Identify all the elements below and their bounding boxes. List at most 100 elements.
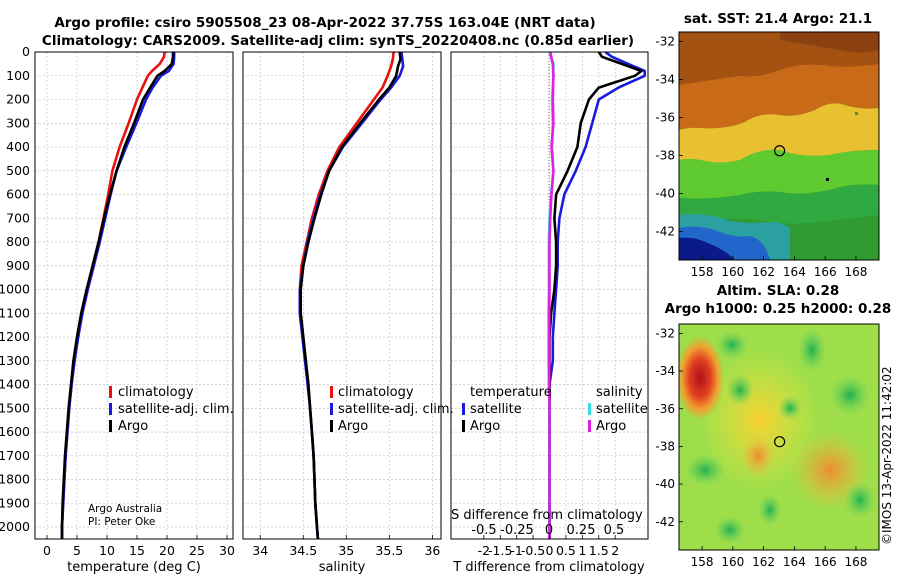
depth-tick-label-6: 600 (6, 187, 30, 202)
sla-map-title: Altim. SLA: 0.28 (717, 283, 839, 299)
sst-lon-label-2: 162 (752, 265, 775, 279)
depth-tick-label-5: 500 (6, 163, 30, 178)
depth-tick-label-7: 700 (6, 210, 30, 225)
temperature-legend: climatology satellite-adj. clim. Argo (109, 385, 234, 434)
temp-series-satellite-adj-clim- (60, 52, 176, 539)
depth-tick-label-15: 1500 (0, 400, 30, 415)
legend-header-temperature: temperature (470, 385, 552, 400)
depth-tick-label-17: 1700 (0, 448, 30, 463)
credit-line-1: Argo Australia (88, 503, 162, 515)
title-line-2: Climatology: CARS2009. Satellite-adj cli… (42, 33, 634, 49)
sla-lon-label-1: 160 (721, 555, 744, 569)
depth-tick-label-12: 1200 (0, 329, 30, 344)
diff-series-temperature-satellite (548, 52, 647, 539)
legend-label-climatology-2: climatology (338, 385, 414, 400)
temperature-panel: 0100200300400500600700800900100011001200… (0, 44, 235, 575)
sla-map-subtitle: Argo h1000: 0.25 h2000: 0.28 (665, 301, 892, 317)
depth-tick-label-0: 0 (22, 44, 30, 59)
temp-xtick-label-5: 25 (189, 543, 205, 558)
temp-xtick-label-3: 15 (129, 543, 145, 558)
s-diff-tick-label-0: -0.5 (471, 523, 496, 538)
diff-xtick-label-8: 2 (611, 543, 619, 558)
sla-lat-label-5: -42 (655, 515, 675, 529)
sst-map-image (679, 32, 879, 260)
difference-panel: -2-1.5-1-0.5 0 0.5 1 1.5 2 T difference from … (450, 51, 649, 575)
depth-tick-label-8: 800 (6, 234, 30, 249)
diff-xtick-label-3: -0.5 (521, 543, 545, 558)
depth-tick-label-4: 400 (6, 139, 30, 154)
diff-series-temperature-argo (548, 52, 643, 539)
sst-map-panel: sat. SST: 21.4 Argo: 21.1 158 160 162 164 16… (655, 11, 880, 279)
sst-lat-label-5: -42 (655, 225, 675, 239)
sst-lat-label-4: -40 (655, 187, 675, 201)
temp-xtick-label-2: 10 (99, 543, 115, 558)
diff-xtick-label-6: 1 (578, 543, 586, 558)
salinity-legend: climatology satellite-adj. clim. Argo (330, 385, 454, 434)
depth-tick-label-18: 1800 (0, 472, 30, 487)
s-diff-tick-label-1: -0.25 (500, 523, 534, 538)
diff-xtick-label-0: -2 (478, 543, 490, 558)
difference-legend: temperature salinity satellite Argo sate… (462, 385, 648, 434)
sst-lat-label-2: -36 (655, 111, 675, 125)
salinity-axes-frame (242, 51, 442, 540)
s-diff-tick-label-4: 0.5 (604, 523, 625, 538)
sal-xtick-label-3: 35.5 (375, 543, 403, 558)
depth-tick-label-9: 900 (6, 258, 30, 273)
legend-swatch-argo (109, 420, 112, 432)
salinity-xlabel: salinity (319, 560, 366, 575)
temp-xtick-label-0: 0 (43, 543, 51, 558)
legend-swatch-sal-satellite (588, 403, 591, 415)
legend-swatch-temp-satellite (462, 403, 465, 415)
diff-xtick-label-1: -1.5 (488, 543, 512, 558)
depth-tick-label-11: 1100 (0, 305, 30, 320)
argo-position-marker-2 (774, 436, 786, 448)
argo-position-marker (774, 145, 786, 157)
temp-series-argo (60, 52, 175, 539)
legend-swatch-sal-argo (588, 420, 591, 432)
diff-xtick-label-4: 0 (546, 543, 554, 558)
legend-label-argo-2: Argo (338, 419, 368, 434)
legend-label-climatology: climatology (118, 385, 194, 400)
legend-label-sal-argo: Argo (596, 419, 626, 434)
legend-label-sal-satellite: satellite (596, 402, 648, 417)
legend-label-temp-argo: Argo (470, 419, 500, 434)
title-line-1: Argo profile: csiro 5905508_23 08-Apr-20… (54, 15, 595, 31)
sla-lat-label-3: -38 (655, 439, 675, 453)
diff-xtick-label-2: -1 (510, 543, 522, 558)
depth-tick-label-13: 1300 (0, 353, 30, 368)
legend-label-satellite-2: satellite-adj. clim. (338, 402, 454, 417)
depth-tick-label-1: 100 (6, 68, 30, 83)
sla-lat-label-0: -32 (655, 326, 675, 340)
s-axis-label: S difference from climatology (451, 508, 643, 523)
sal-xtick-label-2: 35 (338, 543, 354, 558)
temp-xtick-label-6: 30 (219, 543, 235, 558)
legend-swatch-argo-2 (330, 420, 333, 432)
depth-tick-label-10: 1000 (0, 282, 30, 297)
legend-swatch-satellite (109, 403, 112, 415)
depth-tick-label-14: 1400 (0, 377, 30, 392)
sst-lon-label-4: 166 (814, 265, 837, 279)
sst-map-frame (678, 31, 880, 261)
legend-header-salinity: salinity (596, 385, 643, 400)
sla-lon-label-4: 166 (814, 555, 837, 569)
sst-lat-label-0: -32 (655, 35, 675, 49)
diff-xtick-label-7: 1.5 (589, 543, 609, 558)
sal-xtick-label-1: 34.5 (289, 543, 317, 558)
depth-tick-label-19: 1900 (0, 495, 30, 510)
salinity-panel: 34 34.5 35 35.5 36 salinity climatology sate… (242, 51, 454, 575)
temp-xtick-label-1: 5 (73, 543, 81, 558)
sal-xtick-label-0: 34 (252, 543, 268, 558)
depth-tick-label-20: 2000 (0, 519, 30, 534)
legend-swatch-climatology-2 (330, 386, 333, 398)
sla-lat-label-4: -40 (655, 477, 675, 491)
sla-lon-label-2: 162 (752, 555, 775, 569)
temperature-xlabel: temperature (deg C) (67, 560, 201, 575)
credit-line-2: PI: Peter Oke (88, 516, 155, 528)
sla-lon-label-5: 168 (844, 555, 867, 569)
imos-timestamp: ©IMOS 13-Apr-2022 11:42:02 (880, 366, 894, 545)
temp-series-climatology (60, 52, 166, 539)
depth-tick-label-3: 300 (6, 115, 30, 130)
sst-lon-label-3: 164 (783, 265, 806, 279)
sla-lon-label-3: 164 (783, 555, 806, 569)
